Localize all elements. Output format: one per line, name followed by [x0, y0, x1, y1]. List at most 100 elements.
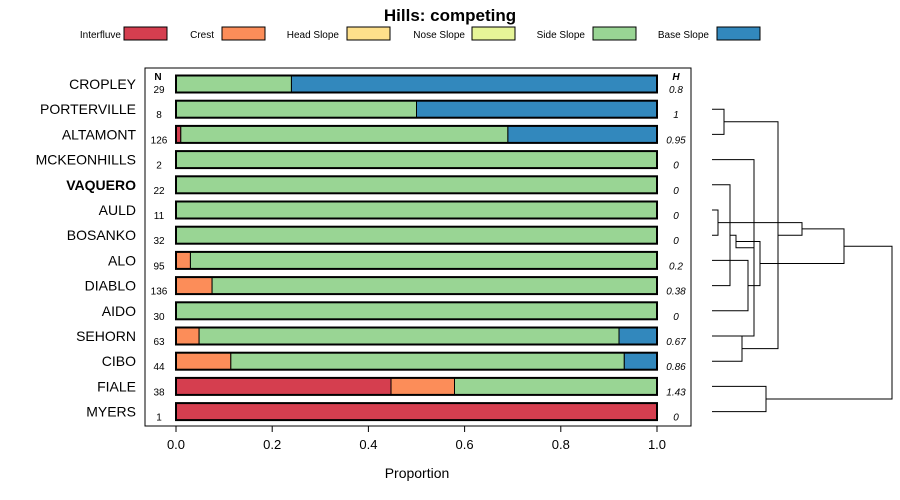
bar-segment: [175, 100, 417, 119]
row-n: 2: [156, 161, 162, 172]
row-h: 0: [673, 312, 679, 323]
bar-outline: [175, 250, 658, 270]
bar-segment: [189, 251, 658, 270]
n-column-header: N: [154, 72, 161, 83]
dendrogram-branch: [712, 209, 719, 236]
bar-segment: [618, 327, 658, 345]
bar-row: BOSANKO 32 0: [67, 225, 679, 247]
row-n: 29: [153, 85, 165, 96]
bar-segment: [453, 377, 658, 396]
row-n: 1: [156, 413, 162, 424]
bar-outline: [175, 200, 658, 220]
bar-segment: [390, 377, 455, 396]
row-n: 30: [153, 312, 165, 323]
legend-label: Crest: [190, 30, 214, 41]
row-name: MYERS: [86, 404, 136, 420]
row-h: 0: [673, 161, 679, 172]
legend-label: Interfluve: [80, 30, 122, 41]
bar-row: MCKEONHILLS 2 0: [36, 150, 679, 172]
bar-outline: [175, 124, 658, 144]
row-name: BOSANKO: [67, 227, 136, 243]
bar-row: ALO 95 0.2: [108, 250, 683, 272]
x-axis-label: Proportion: [385, 465, 450, 481]
dendrogram-branch: [718, 222, 803, 236]
row-h: 0.95: [666, 135, 686, 146]
legend: Interfluve Crest Head Slope Nose Slope Side …: [80, 26, 761, 41]
bar-segment: [175, 75, 292, 93]
row-h: 0: [673, 236, 679, 247]
bar-outline: [175, 225, 658, 245]
row-n: 95: [153, 261, 165, 272]
h-column-header: H: [672, 72, 680, 83]
legend-swatch: [716, 26, 761, 41]
bar-segment: [175, 377, 392, 396]
legend-label: Head Slope: [287, 30, 340, 41]
bar-row: AIDO 30 0: [102, 301, 679, 323]
row-h: 0.67: [666, 337, 686, 348]
row-h: 0: [673, 413, 679, 424]
row-n: 11: [154, 211, 165, 222]
row-n: 8: [156, 110, 162, 121]
row-name: CIBO: [102, 353, 136, 369]
bar-outline: [175, 301, 658, 321]
row-h: 0.38: [666, 287, 686, 298]
bar-row: FIALE 38 1.43: [97, 376, 686, 398]
bar-segment: [180, 125, 509, 144]
x-tick-label: 0.4: [359, 437, 377, 452]
rows: CROPLEY 29 0.8 PORTERVILLE 8 1 ALTAMONT 126 0.95…: [36, 74, 686, 424]
bar-row: SEHORN 63 0.67: [76, 326, 686, 348]
x-tick-label: 0.2: [263, 437, 281, 452]
bar-segment: [175, 150, 658, 169]
row-h: 0: [673, 186, 679, 197]
row-name: SEHORN: [76, 328, 136, 344]
row-h: 0.2: [669, 261, 683, 272]
row-n: 32: [153, 236, 165, 247]
bar-segment: [175, 402, 658, 421]
dendrogram-branch: [766, 245, 893, 400]
legend-swatch: [471, 26, 516, 41]
row-h: 0.86: [666, 362, 686, 373]
row-name: AIDO: [102, 303, 136, 319]
row-h: 1: [673, 110, 679, 121]
bar-segment: [623, 352, 658, 371]
row-h: 1.43: [666, 387, 686, 398]
row-h: 0: [673, 211, 679, 222]
bar-segment: [175, 175, 658, 194]
bar-segment: [211, 276, 658, 295]
bar-outline: [175, 276, 658, 296]
legend-swatch: [592, 26, 637, 41]
dendrogram: [712, 108, 893, 413]
row-n: 63: [153, 337, 165, 348]
row-name: ALTAMONT: [62, 126, 137, 142]
plot-frame: [144, 67, 692, 427]
bar-row: AULD 11 0: [99, 200, 679, 222]
bar-segment: [175, 201, 658, 219]
legend-swatch: [123, 26, 168, 41]
bar-row: ALTAMONT 126 0.95: [62, 124, 686, 146]
bar-row: MYERS 1 0: [86, 402, 679, 424]
bar-outline: [175, 402, 658, 422]
x-tick-label: 1.0: [648, 437, 666, 452]
bar-outline: [175, 175, 658, 195]
legend-label: Side Slope: [537, 30, 586, 41]
bar-outline: [175, 351, 658, 371]
bar-segment: [175, 352, 232, 371]
legend-swatch: [346, 26, 391, 41]
bar-segment: [198, 327, 620, 345]
dendrogram-branch: [712, 108, 725, 135]
bar-segment: [175, 327, 200, 345]
x-axis: 0.0 0.2 0.4 0.6 0.8 1.0: [167, 426, 666, 452]
row-n: 126: [151, 135, 168, 146]
bar-row: CROPLEY 29 0.8: [69, 74, 683, 96]
x-tick-label: 0.0: [167, 437, 185, 452]
bar-row: DIABLO 136 0.38: [85, 276, 686, 298]
row-n: 136: [151, 287, 168, 298]
dendrogram-branch: [712, 385, 767, 413]
bar-segment: [175, 251, 191, 270]
x-tick-label: 0.6: [456, 437, 474, 452]
row-n: 44: [153, 362, 165, 373]
bar-outline: [175, 376, 658, 396]
chart-title: Hills: competing: [384, 6, 516, 25]
row-name: MCKEONHILLS: [36, 152, 136, 168]
